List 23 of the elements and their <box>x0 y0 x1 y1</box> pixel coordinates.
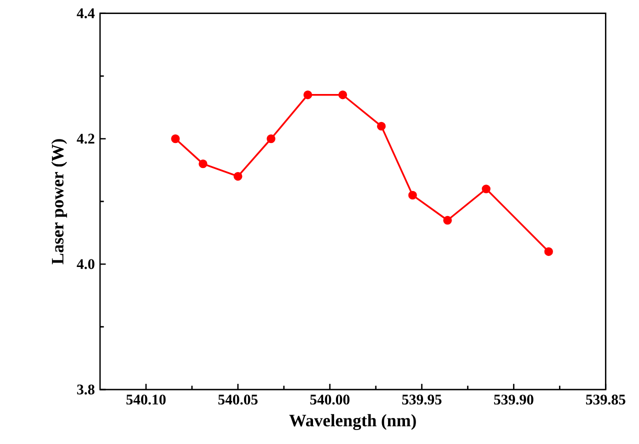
x-tick-label: 539.95 <box>402 394 442 404</box>
point <box>303 90 312 100</box>
point <box>482 184 490 194</box>
point <box>443 216 452 224</box>
x-tick-label: 539.90 <box>494 394 534 405</box>
point <box>544 247 553 256</box>
x-tick-label: 540.00 <box>310 394 350 405</box>
x-tick-label: 539.85 <box>586 394 626 405</box>
y-tick-label: 4.0 <box>76 259 94 270</box>
point <box>234 172 242 181</box>
y-tick-label: 4.2 <box>76 134 94 144</box>
y-tick-label: 3.8 <box>77 384 94 394</box>
point <box>171 134 180 143</box>
point <box>198 159 208 168</box>
point <box>377 122 386 130</box>
x-tick-label: 540.10 <box>126 394 166 405</box>
point <box>408 190 417 200</box>
point <box>338 90 348 100</box>
y-tick-label: 4.4 <box>76 8 95 18</box>
x-axis-title: Wavelength (nm) <box>289 414 416 430</box>
point <box>266 134 276 143</box>
x-tick-label: 540.05 <box>218 394 258 405</box>
y-axis-title: Laser power (W) <box>51 139 68 264</box>
